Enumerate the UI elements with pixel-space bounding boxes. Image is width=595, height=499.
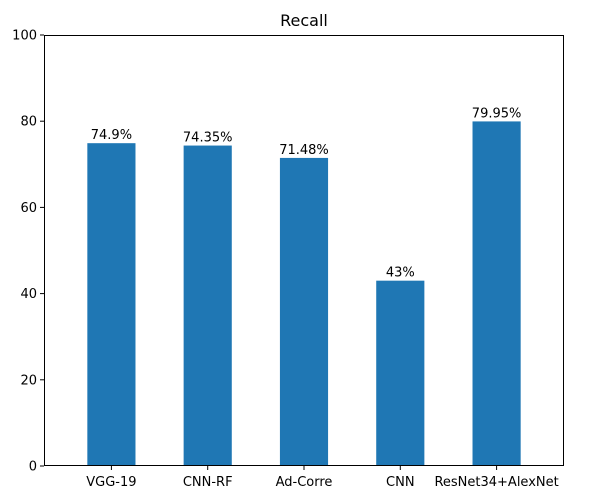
data-labels-group: 74.9% 74.35% 71.48% 43% 79.95%	[91, 106, 522, 280]
plot-area-frame	[44, 35, 564, 466]
y-tick-label: 100	[12, 29, 37, 44]
chart-title: Recall	[280, 11, 328, 30]
x-axis: VGG-19 CNN-RF Ad-Corre CNN ResNet34+AlexNet	[86, 466, 559, 490]
x-tick-label: Ad-Corre	[276, 475, 333, 490]
bar-cnn	[376, 280, 425, 466]
bar-vgg-19	[87, 143, 136, 466]
y-tick-label: 0	[29, 460, 37, 475]
bar-cnn-rf	[183, 145, 232, 466]
data-label-cnn: 43%	[386, 266, 415, 281]
data-label-ad-corre: 71.48%	[279, 143, 329, 158]
data-label-resnet34-alexnet: 79.95%	[472, 106, 522, 121]
y-tick-label: 40	[20, 287, 37, 302]
bar-ad-corre	[279, 157, 329, 466]
y-tick-label: 60	[20, 201, 37, 216]
bar-resnet34-alexnet	[472, 121, 521, 466]
data-label-cnn-rf: 74.35%	[183, 131, 233, 146]
x-tick-label: ResNet34+AlexNet	[434, 475, 558, 490]
x-tick-label: CNN-RF	[183, 475, 233, 490]
x-tick-label: VGG-19	[86, 475, 136, 490]
y-tick-label: 80	[20, 115, 37, 130]
data-label-vgg-19: 74.9%	[91, 128, 132, 143]
bars-group	[87, 121, 521, 466]
y-axis: 0 20 40 60 80 100	[12, 29, 44, 475]
y-tick-label: 20	[20, 373, 37, 388]
x-tick-label: CNN	[386, 475, 415, 490]
